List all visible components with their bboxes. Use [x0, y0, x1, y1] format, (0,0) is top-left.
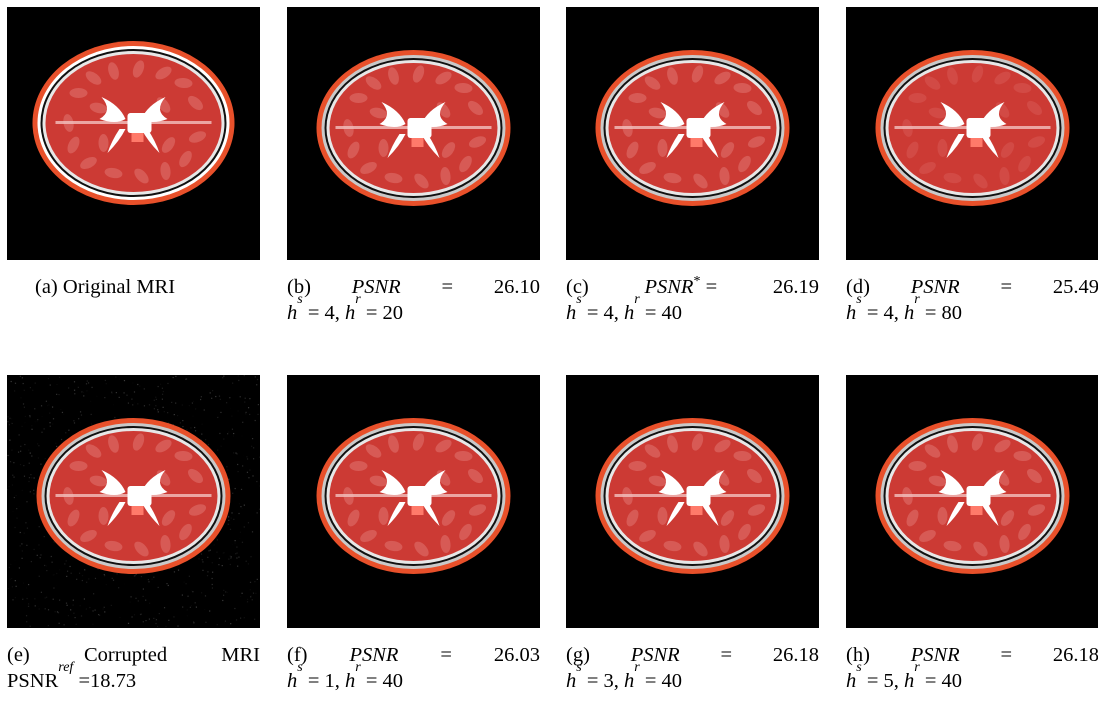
- psnr-value: 25.49: [1052, 276, 1098, 298]
- mri-image-h: [846, 375, 1098, 628]
- equals-sign: =: [1000, 276, 1013, 298]
- psnr-value: 26.18: [1052, 644, 1098, 666]
- caption-text: Original MRI: [62, 276, 176, 298]
- hs-value: 3: [603, 670, 614, 692]
- mri-brain-graphic: [846, 7, 1098, 260]
- hr-value: 40: [941, 670, 963, 692]
- psnr-symbol: PSNR: [644, 276, 694, 298]
- caption-label: (a): [35, 276, 58, 298]
- hr-value: 40: [661, 302, 683, 324]
- caption-label: (e): [7, 644, 30, 666]
- hs-value: 4: [324, 302, 335, 324]
- mri-brain-graphic: [566, 375, 819, 628]
- psnr-ref-value: =18.73: [78, 670, 137, 692]
- equals-sign: =: [441, 276, 454, 298]
- psnr-value: 26.03: [493, 644, 540, 666]
- mri-brain-graphic: [287, 375, 540, 628]
- psnr-ref-sup: ref: [58, 660, 74, 675]
- panel-e: (e) Corrupted MRI PSNR ref =18.73: [7, 375, 260, 694]
- equals-sign: =: [705, 276, 718, 298]
- caption-a: (a) Original MRI: [7, 274, 260, 300]
- caption-e: (e) Corrupted MRI PSNR ref =18.73: [7, 642, 260, 694]
- hr-value: 40: [661, 670, 683, 692]
- caption-word-mri: MRI: [221, 644, 260, 666]
- hr-value: 40: [382, 670, 404, 692]
- psnr-value: 26.18: [772, 644, 819, 666]
- psnr-symbol: PSNR: [630, 644, 680, 666]
- psnr-symbol: PSNR: [349, 644, 399, 666]
- caption-label: (c): [566, 276, 589, 298]
- psnr-symbol: PSNR: [910, 276, 960, 298]
- ref-psnr-line: PSNR ref =18.73: [7, 660, 260, 694]
- equals-sign: =: [720, 644, 733, 666]
- hs-value: 4: [603, 302, 614, 324]
- hs-value: 5: [883, 670, 894, 692]
- psnr-value: 26.10: [493, 276, 540, 298]
- psnr-star: *: [693, 274, 701, 290]
- psnr-value: 26.19: [772, 276, 819, 298]
- mri-image-corrupted: [7, 375, 260, 628]
- hs-value: 1: [324, 670, 335, 692]
- caption-word-corrupted: Corrupted: [83, 644, 168, 666]
- mri-image-g: [566, 375, 819, 628]
- equals-sign: =: [440, 644, 452, 666]
- caption-label: (g): [566, 644, 590, 666]
- mri-brain-graphic: [566, 7, 819, 260]
- mri-image-b: [287, 7, 540, 260]
- mri-image-d: [846, 7, 1098, 260]
- caption-label: (h): [846, 644, 870, 666]
- mri-brain-graphic: [287, 7, 540, 260]
- mri-image-c: [566, 7, 819, 260]
- psnr-ref-prefix: PSNR: [7, 670, 59, 692]
- caption-label: (d): [846, 276, 870, 298]
- psnr-symbol: PSNR: [351, 276, 401, 298]
- hs-value: 4: [883, 302, 894, 324]
- psnr-symbol: PSNR: [910, 644, 960, 666]
- caption-label: (f): [287, 644, 308, 666]
- panel-a: (a) Original MRI: [7, 7, 260, 300]
- mri-image-original: [7, 7, 260, 260]
- mri-brain-graphic: [7, 7, 260, 260]
- equals-sign: =: [1000, 644, 1013, 666]
- mri-image-f: [287, 375, 540, 628]
- mri-brain-graphic: [7, 375, 260, 628]
- caption-label: (b): [287, 276, 311, 298]
- mri-brain-graphic: [846, 375, 1098, 628]
- hr-value: 80: [941, 302, 963, 324]
- hr-value: 20: [382, 302, 404, 324]
